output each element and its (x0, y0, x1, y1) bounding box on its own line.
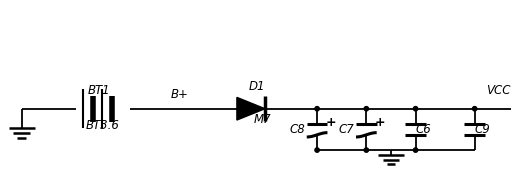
Text: BT3.6: BT3.6 (86, 119, 119, 132)
Text: D1: D1 (248, 80, 265, 93)
Text: +: + (325, 115, 336, 129)
Text: +: + (375, 115, 386, 129)
Circle shape (414, 148, 418, 152)
Text: VCC: VCC (486, 84, 510, 97)
Text: BT1: BT1 (87, 84, 110, 97)
Text: C9: C9 (475, 123, 490, 136)
Circle shape (364, 148, 368, 152)
Circle shape (315, 148, 319, 152)
Text: C7: C7 (339, 123, 354, 136)
Polygon shape (237, 97, 265, 120)
Text: M7: M7 (254, 113, 271, 127)
Text: C6: C6 (416, 123, 431, 136)
Text: B+: B+ (170, 88, 188, 101)
Text: C8: C8 (290, 123, 305, 136)
Circle shape (472, 107, 477, 111)
Circle shape (414, 107, 418, 111)
Circle shape (315, 107, 319, 111)
Circle shape (364, 107, 368, 111)
